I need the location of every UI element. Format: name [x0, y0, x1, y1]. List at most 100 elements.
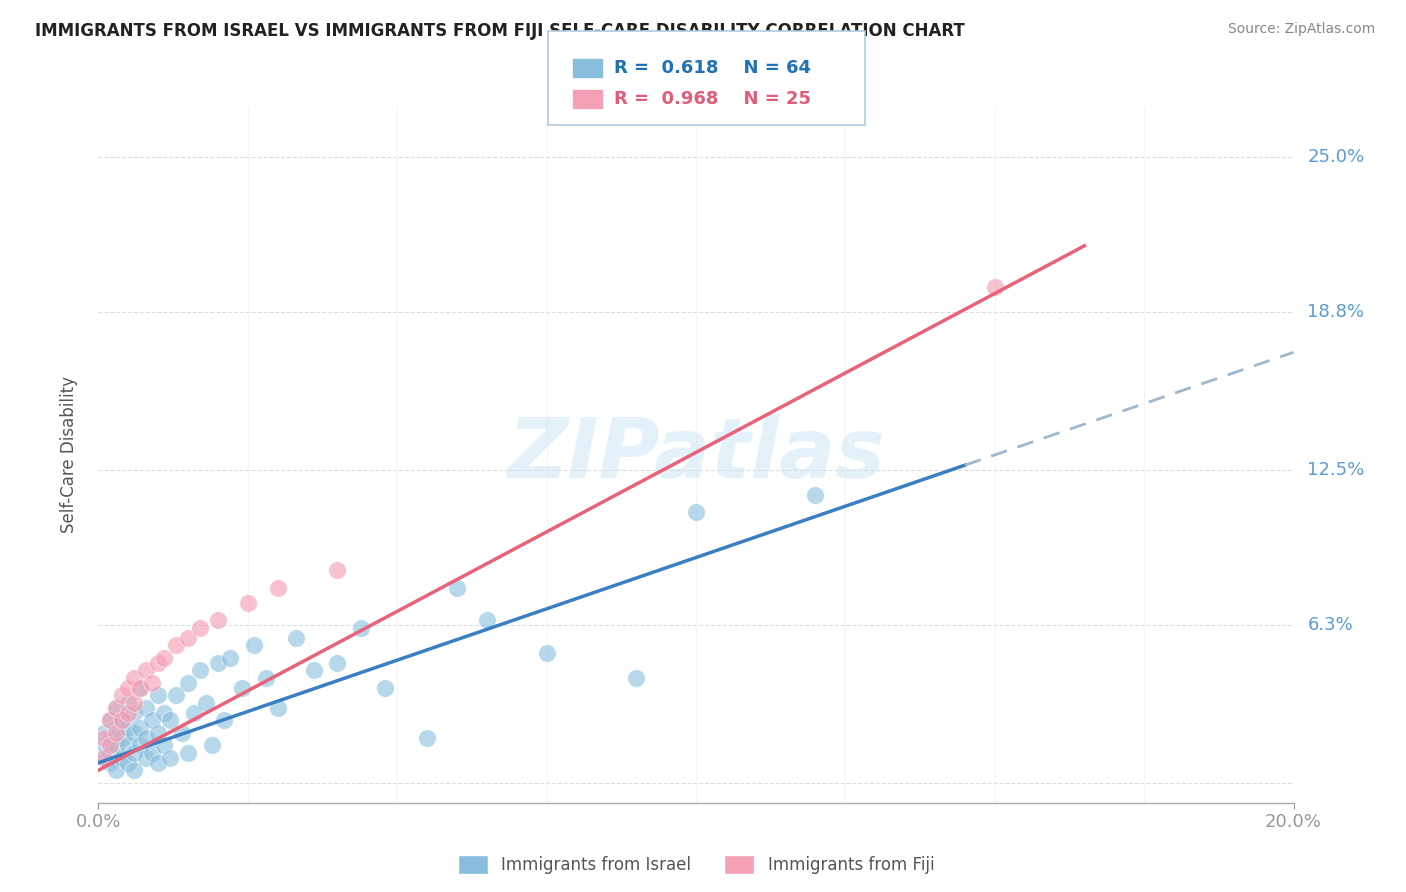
Point	[159, 750, 181, 764]
Text: IMMIGRANTS FROM ISRAEL VS IMMIGRANTS FROM FIJI SELF-CARE DISABILITY CORRELATION : IMMIGRANTS FROM ISRAEL VS IMMIGRANTS FRO…	[35, 22, 965, 40]
Point	[124, 746, 146, 760]
Point	[124, 725, 146, 739]
Point	[105, 700, 128, 714]
Point	[129, 738, 152, 752]
Point	[284, 631, 307, 645]
Point	[124, 764, 146, 778]
Point	[98, 713, 122, 727]
Point	[98, 738, 122, 752]
Point	[685, 506, 707, 520]
Point	[219, 650, 242, 665]
Point	[111, 713, 134, 727]
Point	[254, 671, 277, 685]
Point	[117, 706, 139, 720]
Text: 12.5%: 12.5%	[1308, 461, 1365, 479]
Point	[124, 671, 146, 685]
Point	[135, 731, 157, 745]
Point	[98, 756, 122, 770]
Point	[141, 675, 163, 690]
Point	[129, 681, 152, 695]
Text: 6.3%: 6.3%	[1308, 616, 1353, 634]
Point	[177, 631, 200, 645]
Point	[183, 706, 205, 720]
Point	[105, 721, 128, 735]
Point	[207, 656, 229, 670]
Point	[326, 656, 349, 670]
Point	[117, 756, 139, 770]
Point	[243, 638, 266, 652]
Point	[117, 696, 139, 710]
Point	[129, 721, 152, 735]
Point	[350, 621, 373, 635]
Point	[105, 700, 128, 714]
Point	[111, 750, 134, 764]
Point	[117, 721, 139, 735]
Point	[93, 750, 115, 764]
Text: ZIPatlas: ZIPatlas	[508, 415, 884, 495]
Point	[148, 688, 170, 702]
Text: 18.8%: 18.8%	[1308, 303, 1364, 321]
Point	[129, 681, 152, 695]
Text: R =  0.968    N = 25: R = 0.968 N = 25	[614, 90, 811, 108]
Point	[475, 613, 498, 627]
Point	[804, 488, 827, 502]
Point	[165, 638, 187, 652]
Point	[267, 700, 290, 714]
Point	[135, 700, 157, 714]
Point	[416, 731, 439, 745]
Point	[177, 675, 200, 690]
Point	[267, 581, 290, 595]
Point	[302, 663, 325, 677]
Point	[117, 738, 139, 752]
Point	[141, 713, 163, 727]
Point	[98, 713, 122, 727]
Point	[105, 738, 128, 752]
Point	[124, 706, 146, 720]
Legend: Immigrants from Israel, Immigrants from Fiji: Immigrants from Israel, Immigrants from …	[458, 855, 934, 874]
Text: Source: ZipAtlas.com: Source: ZipAtlas.com	[1227, 22, 1375, 37]
Point	[165, 688, 187, 702]
Point	[135, 750, 157, 764]
Text: R =  0.618    N = 64: R = 0.618 N = 64	[614, 59, 811, 77]
Point	[98, 731, 122, 745]
Point	[98, 746, 122, 760]
Point	[148, 756, 170, 770]
Point	[153, 650, 176, 665]
Point	[105, 725, 128, 739]
Text: 25.0%: 25.0%	[1308, 148, 1365, 166]
Point	[93, 738, 115, 752]
Point	[111, 688, 134, 702]
Point	[135, 663, 157, 677]
Point	[153, 738, 176, 752]
Point	[326, 563, 349, 577]
Point	[124, 696, 146, 710]
Point	[446, 581, 468, 595]
Point	[201, 738, 224, 752]
Point	[194, 696, 218, 710]
Point	[111, 713, 134, 727]
Point	[624, 671, 647, 685]
Point	[93, 750, 115, 764]
Point	[93, 725, 115, 739]
Point	[188, 663, 211, 677]
Point	[177, 746, 200, 760]
Point	[111, 731, 134, 745]
Point	[536, 646, 558, 660]
Y-axis label: Self-Care Disability: Self-Care Disability	[59, 376, 77, 533]
Point	[93, 731, 115, 745]
Point	[172, 725, 194, 739]
Point	[207, 613, 229, 627]
Point	[374, 681, 396, 695]
Point	[148, 725, 170, 739]
Point	[153, 706, 176, 720]
Point	[159, 713, 181, 727]
Point	[105, 764, 128, 778]
Point	[236, 596, 259, 610]
Point	[117, 681, 139, 695]
Point	[231, 681, 253, 695]
Point	[983, 280, 1005, 294]
Point	[188, 621, 211, 635]
Point	[212, 713, 235, 727]
Point	[148, 656, 170, 670]
Point	[141, 746, 163, 760]
